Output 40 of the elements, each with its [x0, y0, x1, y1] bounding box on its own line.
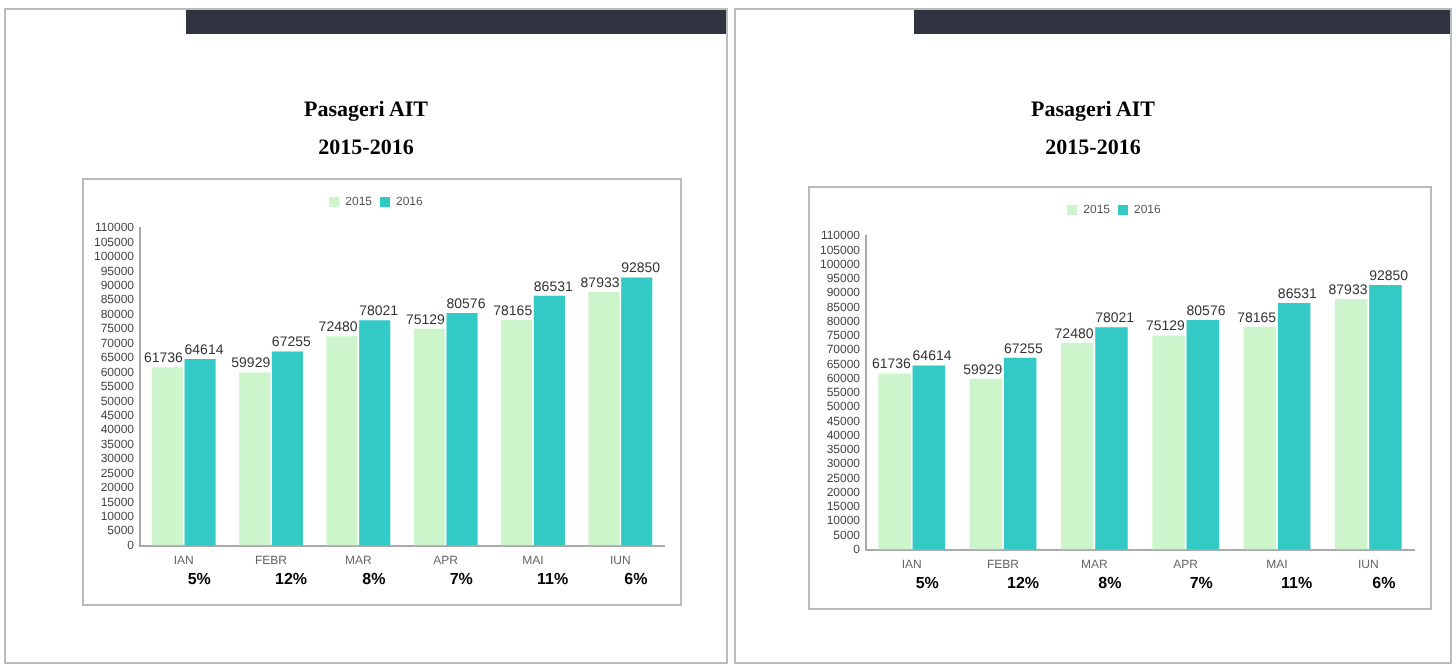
- chart-title: Pasageri AIT: [301, 98, 431, 122]
- text: 7%: [449, 570, 473, 589]
- bar: [1334, 298, 1368, 550]
- chart-subtitle: 2015-2016: [1043, 136, 1143, 160]
- text: 7%: [1189, 574, 1213, 593]
- text: 12%: [1007, 574, 1040, 593]
- text: 6%: [1372, 574, 1396, 593]
- text: 6%: [624, 570, 648, 589]
- bar: [151, 367, 183, 546]
- bar: [912, 365, 946, 550]
- bar: [359, 320, 391, 546]
- bar: [239, 372, 271, 546]
- text: 8%: [1098, 574, 1122, 593]
- chart-subtitle: 2015-2016: [316, 136, 416, 160]
- text: 5%: [915, 574, 939, 593]
- text: 8%: [362, 570, 386, 589]
- bar: [501, 319, 533, 546]
- bar: [969, 378, 1003, 550]
- bar: [1243, 326, 1277, 550]
- text: 5%: [187, 570, 211, 589]
- bar: [1060, 342, 1094, 550]
- bar: [1369, 284, 1402, 550]
- bar: [621, 277, 653, 546]
- bar: [1277, 302, 1311, 550]
- bar: [446, 312, 478, 546]
- bar: [588, 291, 620, 546]
- bar: [1152, 335, 1185, 550]
- bar: [533, 295, 565, 546]
- bar: [1003, 357, 1037, 550]
- bar: [413, 328, 445, 546]
- bar: [184, 359, 216, 546]
- chart-title: Pasageri AIT: [1028, 98, 1158, 122]
- bar: [1095, 327, 1128, 550]
- bar: [878, 373, 911, 550]
- text: 11%: [537, 570, 569, 589]
- text: 11%: [1281, 574, 1313, 593]
- bar: [1186, 319, 1220, 550]
- bar: [326, 336, 358, 546]
- text: 12%: [275, 570, 308, 589]
- bar: [271, 351, 303, 546]
